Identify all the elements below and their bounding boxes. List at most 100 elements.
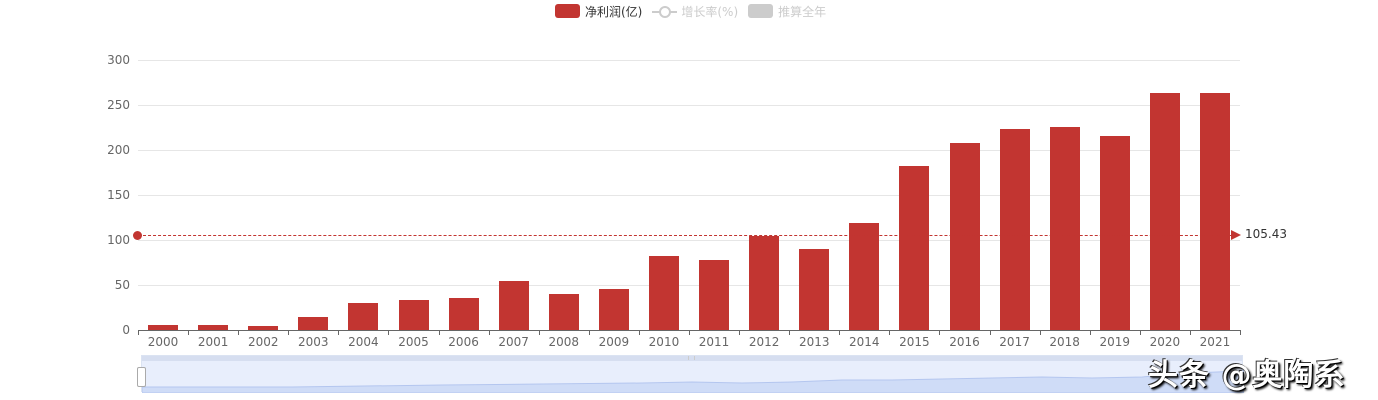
x-axis-label: 2002 bbox=[247, 335, 279, 349]
x-axis-tick bbox=[939, 330, 941, 335]
gridline bbox=[138, 60, 1240, 61]
bar-2008[interactable] bbox=[548, 294, 579, 330]
legend-swatch-icon bbox=[748, 4, 774, 18]
x-axis-label: 2012 bbox=[748, 335, 780, 349]
x-axis-tick bbox=[789, 330, 791, 335]
x-axis-label: 2008 bbox=[548, 335, 580, 349]
x-axis-tick bbox=[388, 330, 390, 335]
markline-start-dot-icon bbox=[133, 231, 142, 240]
x-axis-label: 2001 bbox=[197, 335, 229, 349]
x-axis-label: 2005 bbox=[398, 335, 429, 349]
gridline bbox=[138, 240, 1240, 241]
x-axis-label: 2019 bbox=[1099, 335, 1131, 349]
x-axis-tick bbox=[238, 330, 240, 335]
bar-2012[interactable] bbox=[749, 236, 780, 330]
x-axis-tick bbox=[588, 330, 590, 335]
gridline bbox=[138, 150, 1240, 151]
bar-2005[interactable] bbox=[398, 300, 429, 330]
x-axis-label: 2013 bbox=[798, 335, 830, 349]
datazoom-left-handle[interactable] bbox=[137, 367, 146, 387]
x-axis-tick bbox=[1039, 330, 1041, 335]
x-axis-tick bbox=[889, 330, 891, 335]
x-axis-label: 2004 bbox=[348, 335, 379, 349]
x-axis-label: 2006 bbox=[448, 335, 479, 349]
bar-2001[interactable] bbox=[198, 325, 229, 330]
y-axis-label: 300 bbox=[107, 53, 130, 67]
gridline bbox=[138, 105, 1240, 106]
bar-2017[interactable] bbox=[999, 129, 1030, 330]
bar-2020[interactable] bbox=[1149, 93, 1180, 330]
x-axis-label: 2011 bbox=[698, 335, 730, 349]
bar-2014[interactable] bbox=[849, 223, 880, 330]
x-axis-tick bbox=[989, 330, 991, 335]
legend-item-growth-rate[interactable]: 增长率(%) bbox=[652, 3, 738, 20]
x-axis-tick bbox=[1240, 330, 1241, 335]
y-axis-label: 100 bbox=[107, 233, 130, 247]
legend-item-net-profit[interactable]: 净利润(亿) bbox=[555, 3, 642, 20]
bar-2007[interactable] bbox=[498, 281, 529, 330]
bar-2015[interactable] bbox=[899, 166, 930, 330]
bar-2018[interactable] bbox=[1049, 126, 1080, 330]
watermark: 头条 @奥陶系 bbox=[1148, 358, 1346, 393]
markline-label: 105.43 bbox=[1245, 227, 1287, 241]
bar-2010[interactable] bbox=[648, 255, 679, 330]
bar-2011[interactable] bbox=[699, 260, 730, 330]
gridline bbox=[138, 195, 1240, 196]
x-axis-tick bbox=[739, 330, 741, 335]
bar-2013[interactable] bbox=[799, 249, 830, 330]
legend-label: 推算全年 bbox=[778, 4, 827, 19]
bar-2006[interactable] bbox=[448, 297, 479, 330]
x-axis-tick bbox=[1189, 330, 1191, 335]
average-markline bbox=[138, 235, 1238, 236]
bar-2004[interactable] bbox=[348, 303, 379, 330]
gridline bbox=[138, 285, 1240, 286]
x-axis-tick bbox=[1089, 330, 1091, 335]
y-axis-label: 50 bbox=[114, 278, 130, 292]
bar-2000[interactable] bbox=[148, 325, 179, 330]
datazoom-shadow-area bbox=[142, 368, 1244, 393]
x-axis-label: 2015 bbox=[899, 335, 930, 349]
x-axis-tick bbox=[1139, 330, 1141, 335]
legend-item-projected-year[interactable]: 推算全年 bbox=[748, 3, 826, 20]
x-axis-tick bbox=[638, 330, 640, 335]
x-axis-tick bbox=[338, 330, 340, 335]
x-axis-label: 2017 bbox=[999, 335, 1030, 349]
legend-swatch-icon bbox=[555, 4, 580, 18]
x-axis-tick bbox=[689, 330, 690, 335]
bar-2003[interactable] bbox=[298, 316, 329, 330]
datazoom-slider[interactable] bbox=[141, 355, 1244, 393]
x-axis-label: 2018 bbox=[1049, 335, 1080, 349]
x-axis-tick bbox=[839, 330, 841, 335]
y-axis-label: 250 bbox=[107, 98, 130, 112]
legend: 净利润(亿) 增长率(%) 推算全年 bbox=[555, 3, 836, 19]
x-axis-label: 2010 bbox=[648, 335, 680, 349]
y-axis-label: 0 bbox=[122, 323, 130, 337]
x-axis-label: 2000 bbox=[147, 335, 179, 349]
x-axis-tick bbox=[288, 330, 290, 335]
x-axis-label: 2014 bbox=[849, 335, 880, 349]
x-axis-tick bbox=[138, 330, 139, 335]
bar-2021[interactable] bbox=[1199, 93, 1230, 330]
legend-line-circle-icon bbox=[652, 4, 678, 18]
bar-2016[interactable] bbox=[949, 142, 980, 330]
x-axis-label: 2009 bbox=[598, 335, 630, 349]
x-axis-label: 2003 bbox=[298, 335, 329, 349]
datazoom-move-grip-icon[interactable] bbox=[688, 356, 695, 360]
x-axis-tick bbox=[538, 330, 540, 335]
bar-2019[interactable] bbox=[1099, 136, 1130, 330]
bar-2002[interactable] bbox=[248, 325, 279, 330]
y-axis-label: 150 bbox=[107, 188, 130, 202]
x-axis-tick bbox=[438, 330, 440, 335]
legend-label: 净利润(亿) bbox=[585, 4, 643, 19]
x-axis-label: 2020 bbox=[1149, 335, 1181, 349]
datazoom-top-bar[interactable] bbox=[142, 356, 1242, 361]
x-axis-label: 2016 bbox=[949, 335, 980, 349]
markline-arrow-icon bbox=[1231, 230, 1241, 240]
x-axis-tick bbox=[488, 330, 490, 335]
x-axis-label: 2007 bbox=[498, 335, 529, 349]
x-axis-tick bbox=[188, 330, 190, 335]
x-axis-label: 2021 bbox=[1199, 335, 1231, 349]
bar-2009[interactable] bbox=[598, 288, 629, 330]
y-axis-label: 200 bbox=[107, 143, 130, 157]
legend-label: 增长率(%) bbox=[681, 4, 739, 19]
